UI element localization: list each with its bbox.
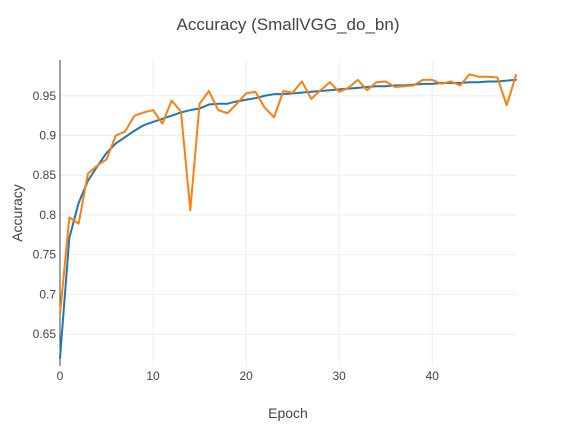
series-group (59, 73, 517, 360)
y-tick-label: 0.75 (33, 248, 57, 262)
y-tick-label: 0.9 (39, 129, 56, 143)
series-line-2 (59, 73, 517, 316)
y-tick-label: 0.65 (33, 327, 57, 341)
y-tick-label: 0.85 (33, 168, 57, 182)
y-tick-label: 0.7 (39, 287, 56, 301)
x-tick-label: 0 (57, 369, 64, 383)
y-tick-label: 0.8 (39, 208, 56, 222)
chart-title: Accuracy (SmallVGG_do_bn) (177, 15, 400, 34)
x-axis-title: Epoch (268, 405, 308, 421)
y-tick-label: 0.95 (33, 89, 57, 103)
grid (60, 60, 516, 366)
x-tick-label: 30 (333, 369, 347, 383)
y-axis-title: Accuracy (9, 184, 25, 242)
x-tick-label: 40 (426, 369, 440, 383)
tick-labels: 0.65 0.7 0.75 0.8 0.85 0.9 0.95 0 10 20 30 40 (33, 89, 440, 383)
series-line-1 (59, 78, 517, 360)
x-tick-label: 20 (239, 369, 253, 383)
x-tick-label: 10 (146, 369, 160, 383)
